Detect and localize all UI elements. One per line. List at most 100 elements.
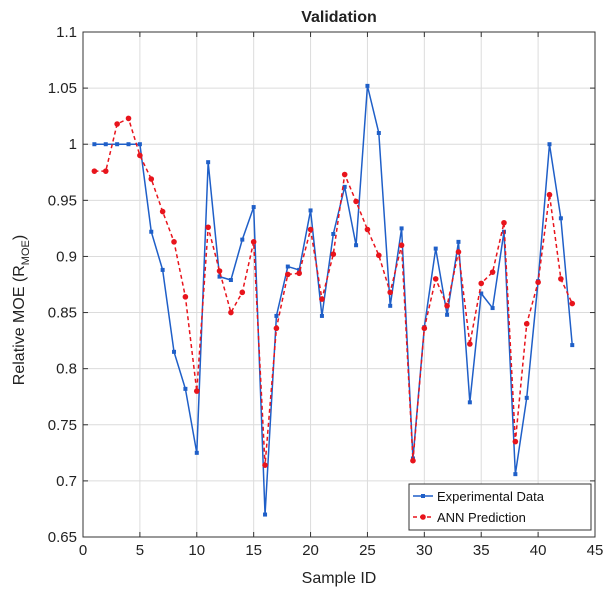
chart-title: Validation	[301, 9, 377, 26]
data-point-ann-prediction	[91, 168, 98, 174]
data-point-experimental-data	[365, 83, 370, 88]
y-axis-title-main: Relative MOE (R	[11, 265, 28, 385]
data-point-ann-prediction	[546, 191, 553, 198]
legend-marker-ann-prediction	[420, 514, 426, 520]
data-point-ann-prediction	[467, 341, 473, 347]
data-point-ann-prediction	[364, 226, 371, 233]
data-point-experimental-data	[388, 303, 393, 308]
data-point-experimental-data	[103, 142, 108, 147]
data-point-experimental-data	[137, 142, 142, 147]
data-point-ann-prediction	[444, 303, 450, 309]
series-layer	[91, 83, 576, 517]
data-point-ann-prediction	[159, 208, 166, 215]
data-point-experimental-data	[183, 386, 188, 391]
data-point-ann-prediction	[285, 271, 291, 278]
y-axis-title: Relative MOE (RMOE)	[11, 235, 32, 385]
data-point-ann-prediction	[569, 300, 576, 307]
axes: 0 5 10 15 20 25 30 35 40 45 0.65 0.7 0.75 0.8 0.85 0.9 0…	[48, 24, 604, 559]
data-point-experimental-data	[251, 205, 256, 210]
x-tick-label: 30	[416, 542, 433, 559]
data-point-experimental-data	[263, 512, 268, 517]
data-point-ann-prediction	[125, 115, 132, 122]
data-point-ann-prediction	[330, 251, 337, 257]
data-point-ann-prediction	[376, 252, 382, 259]
data-point-experimental-data	[319, 313, 324, 318]
data-point-ann-prediction	[307, 226, 314, 233]
x-tick-label: 35	[473, 542, 490, 559]
data-point-experimental-data	[217, 274, 222, 279]
data-point-experimental-data	[467, 400, 472, 405]
data-point-ann-prediction	[250, 239, 257, 245]
data-point-ann-prediction	[535, 279, 541, 286]
data-point-ann-prediction	[171, 239, 177, 245]
data-point-ann-prediction	[398, 242, 405, 249]
data-point-ann-prediction	[205, 224, 211, 231]
y-tick-label: 1	[69, 136, 77, 153]
x-tick-label: 20	[302, 542, 319, 559]
data-point-experimental-data	[206, 160, 211, 165]
x-tick-label: 40	[530, 542, 547, 559]
data-point-experimental-data	[240, 237, 245, 242]
data-point-experimental-data	[399, 226, 404, 231]
data-point-ann-prediction	[501, 219, 507, 226]
data-point-experimental-data	[342, 184, 347, 189]
data-point-ann-prediction	[353, 198, 359, 205]
y-tick-label: 0.8	[56, 361, 77, 378]
data-point-experimental-data	[524, 395, 529, 400]
data-point-ann-prediction	[102, 168, 109, 174]
data-point-experimental-data	[297, 267, 302, 272]
x-tick-label: 45	[587, 542, 604, 559]
x-tick-label: 15	[245, 542, 262, 559]
x-tick-label: 5	[136, 542, 144, 559]
plot-frame	[82, 31, 596, 538]
x-tick-label: 25	[359, 542, 376, 559]
data-point-experimental-data	[274, 313, 279, 318]
data-point-ann-prediction	[432, 276, 439, 282]
data-point-experimental-data	[570, 343, 575, 348]
data-point-experimental-data	[445, 312, 450, 317]
legend: Experimental Data ANN Prediction	[408, 483, 592, 531]
data-point-experimental-data	[479, 291, 484, 296]
data-point-experimental-data	[547, 142, 552, 147]
x-tick-label: 10	[188, 542, 205, 559]
data-point-ann-prediction	[137, 152, 143, 159]
data-point-experimental-data	[558, 216, 563, 221]
data-point-experimental-data	[285, 264, 290, 269]
y-tick-label: 1.1	[56, 24, 77, 41]
data-point-experimental-data	[433, 246, 438, 251]
data-point-experimental-data	[228, 278, 233, 283]
data-point-experimental-data	[172, 349, 177, 354]
data-point-experimental-data	[308, 208, 313, 213]
y-axis-title-end: )	[11, 235, 28, 240]
y-tick-label: 0.9	[56, 248, 77, 265]
y-tick-label: 0.75	[48, 417, 77, 434]
data-point-ann-prediction	[455, 249, 462, 255]
data-point-experimental-data	[149, 229, 154, 234]
data-point-ann-prediction	[421, 325, 428, 332]
y-tick-label: 0.7	[56, 473, 77, 490]
data-point-ann-prediction	[478, 280, 485, 287]
data-point-experimental-data	[160, 267, 165, 272]
data-point-ann-prediction	[273, 325, 280, 332]
data-point-ann-prediction	[182, 294, 189, 300]
data-point-experimental-data	[513, 472, 518, 477]
y-tick-label: 0.85	[48, 305, 77, 322]
y-tick-label: 1.05	[48, 80, 77, 97]
data-point-ann-prediction	[216, 268, 223, 274]
data-point-ann-prediction	[148, 176, 155, 182]
data-point-experimental-data	[331, 232, 336, 236]
legend-marker-experimental-data	[421, 494, 425, 498]
y-tick-label: 0.65	[48, 529, 77, 546]
data-point-ann-prediction	[512, 438, 519, 445]
data-point-experimental-data	[126, 142, 131, 147]
data-point-experimental-data	[354, 243, 359, 248]
data-point-ann-prediction	[523, 320, 530, 327]
data-point-experimental-data	[115, 142, 120, 147]
data-point-ann-prediction	[114, 121, 120, 127]
data-point-experimental-data	[456, 239, 461, 244]
data-point-ann-prediction	[239, 289, 246, 296]
data-point-ann-prediction	[387, 289, 394, 296]
data-point-experimental-data	[490, 306, 495, 311]
x-tick-label: 0	[79, 542, 87, 559]
